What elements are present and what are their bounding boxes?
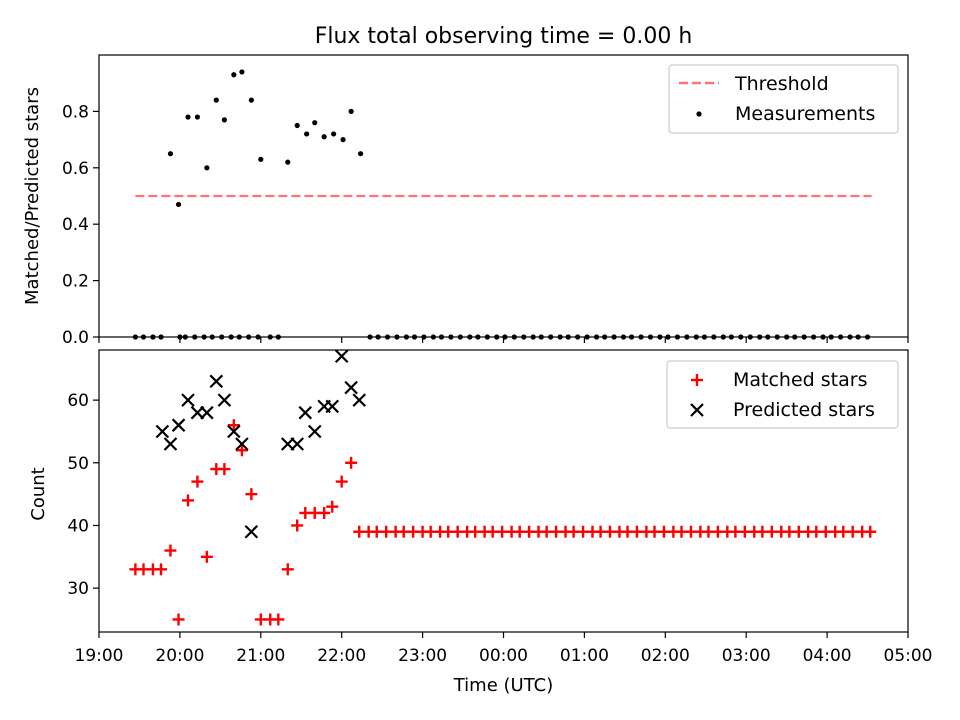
top-ytick-label: 0.6 (62, 159, 89, 179)
predicted-star-point (344, 380, 358, 395)
legend-predicted-marker (690, 403, 704, 417)
top-panel: 0.00.20.40.60.8 Matched/Predicted stars … (22, 54, 909, 348)
bottom-xtick-label: 20:00 (155, 646, 204, 666)
matched-star-point (181, 494, 194, 507)
measurement-point (285, 159, 291, 165)
bottom-legend-box (666, 360, 899, 429)
predicted-star-point (209, 374, 224, 389)
predicted-star-point (217, 393, 232, 407)
measurement-point (213, 97, 219, 103)
bottom-xtick-label: 03:00 (722, 646, 771, 666)
measurement-point (357, 151, 364, 157)
measurement-point (258, 156, 264, 162)
measurement-point (294, 122, 300, 129)
predicted-star-point (235, 437, 249, 451)
predicted-star-point (307, 424, 322, 439)
matched-star-point (345, 456, 358, 469)
measurement-point (248, 97, 254, 103)
measurement-point (204, 165, 210, 171)
measurement-point (331, 131, 337, 137)
predicted-star-point (181, 393, 195, 407)
bottom-ytick-label: 50 (67, 454, 89, 474)
legend-measurements-label: Measurements (735, 103, 875, 125)
predicted-star-point (352, 393, 367, 407)
measurement-point (340, 137, 346, 143)
matched-star-point (335, 475, 348, 488)
bottom-panel: 30 40 50 60 19:00 20:00 21:00 22:00 23:00 00:00 0… (28, 349, 933, 696)
top-ytick-label: 0.4 (62, 215, 89, 235)
matched-star-point (291, 519, 304, 532)
predicted-star-point (244, 524, 259, 539)
matched-star-point (235, 444, 248, 457)
legend-threshold-label: Threshold (734, 73, 829, 95)
legend-measurements-marker (696, 111, 702, 117)
predicted-star-point (227, 424, 241, 439)
matched-star-point (172, 613, 185, 626)
matched-star-point (191, 475, 204, 488)
bottom-xtick-label: 05:00 (884, 646, 933, 666)
matched-star-point (227, 419, 240, 432)
matched-star-point (272, 613, 285, 626)
measurement-point (221, 117, 227, 123)
predicted-star-point (163, 437, 178, 451)
bottom-ylabel: Count (28, 467, 49, 520)
top-legend-box (668, 64, 899, 134)
bottom-xtick-label: 21:00 (236, 646, 285, 666)
matched-star-point (218, 463, 231, 476)
predicted-star-point (298, 405, 313, 420)
bottom-xtick-label: 19:00 (75, 646, 124, 666)
measurement-point (185, 114, 191, 120)
measurement-point (194, 114, 201, 120)
legend-matched-label: Matched stars (733, 369, 867, 391)
bottom-xlabel: Time (UTC) (453, 675, 554, 696)
matched-star-point (318, 506, 331, 519)
predicted-star-point (290, 437, 304, 451)
bottom-ytick-label: 40 (67, 516, 89, 536)
top-ylabel: Matched/Predicted stars (22, 87, 43, 305)
bottom-legend: Matched stars Predicted stars (666, 360, 899, 429)
measurement-point (304, 131, 310, 137)
bottom-xtick-label: 23:00 (398, 646, 447, 666)
bottom-xtick-label: 02:00 (641, 646, 690, 666)
matched-star-point (164, 544, 177, 557)
top-legend: Threshold Measurements (668, 64, 899, 134)
measurement-point (175, 201, 182, 208)
measurement-point (231, 72, 237, 78)
top-ytick-label: 0.0 (62, 328, 89, 348)
matched-star-point (245, 488, 258, 501)
measurement-point (348, 108, 354, 114)
measurement-point (321, 134, 327, 140)
bottom-ytick-label: 30 (67, 579, 89, 599)
bottom-xtick-label: 04:00 (803, 646, 852, 666)
top-ytick-label: 0.8 (62, 102, 89, 122)
bottom-xtick-label: 22:00 (317, 646, 366, 666)
matched-star-point (200, 550, 213, 563)
legend-predicted-label: Predicted stars (733, 399, 875, 421)
bottom-xtick-label: 01:00 (560, 646, 609, 666)
measurement-point (167, 151, 174, 157)
predicted-star-point (171, 418, 186, 432)
legend-matched-marker (691, 374, 703, 386)
predicted-star-point (155, 424, 170, 439)
matched-star-point (326, 500, 339, 513)
matched-star-point (281, 563, 294, 576)
bottom-xtick-label: 00:00 (479, 646, 528, 666)
matched-star-point (155, 563, 168, 576)
predicted-star-point (334, 349, 349, 364)
predicted-star-point (200, 405, 214, 420)
bottom-ytick-label: 60 (67, 391, 89, 411)
measurement-point (312, 120, 318, 126)
chart-title: Flux total observing time = 0.00 h (315, 24, 693, 49)
matched-star-point (864, 525, 877, 538)
top-ytick-label: 0.2 (62, 272, 89, 292)
measurement-point (239, 69, 245, 75)
predicted-star-point (325, 399, 340, 414)
